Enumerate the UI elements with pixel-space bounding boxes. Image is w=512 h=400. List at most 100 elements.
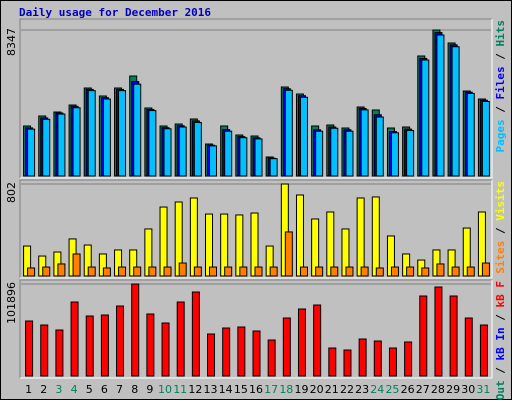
bar — [42, 118, 51, 177]
x-tick-label: 19 — [294, 383, 308, 396]
legend: Pages / Files / Hits — [494, 20, 507, 153]
x-tick-label: 22 — [340, 383, 354, 396]
bar — [436, 263, 445, 277]
bar — [191, 291, 200, 377]
bar — [481, 262, 490, 277]
legend: kB Out / kB In / kB F — [494, 281, 507, 400]
bar — [451, 46, 460, 177]
bar — [284, 231, 293, 277]
bar — [481, 100, 490, 177]
bar — [27, 128, 36, 177]
bar — [161, 322, 170, 377]
bar — [209, 266, 218, 277]
x-tick-label: 27 — [416, 383, 430, 396]
bar — [388, 347, 397, 377]
x-tick-label: 18 — [279, 383, 293, 396]
bar — [27, 267, 36, 277]
bar — [70, 301, 79, 377]
x-tick-label: 9 — [146, 383, 153, 396]
bar — [57, 113, 66, 177]
bar — [118, 90, 127, 177]
bar — [55, 329, 64, 377]
bar — [252, 330, 261, 377]
x-tick-label: 30 — [461, 383, 475, 396]
bar — [479, 324, 488, 377]
y-tick-label: 802 — [5, 182, 18, 203]
bar — [299, 266, 308, 277]
bar — [345, 130, 354, 177]
bar — [102, 98, 111, 177]
x-tick-label: 26 — [401, 383, 415, 396]
bar — [239, 137, 248, 177]
x-tick-label: 1 — [25, 383, 32, 396]
plot-frame — [20, 19, 493, 179]
plot-frame — [20, 280, 493, 379]
legend-separator: / — [494, 221, 507, 241]
bar — [163, 266, 172, 277]
legend-separator: / — [494, 308, 507, 328]
bar — [421, 59, 430, 177]
bar — [254, 138, 263, 177]
x-tick-label: 31 — [476, 383, 490, 396]
x-tick-label: 14 — [219, 383, 233, 396]
x-tick-label: 6 — [101, 383, 108, 396]
x-tick-label: 21 — [325, 383, 339, 396]
bar — [466, 266, 475, 277]
bar — [343, 349, 352, 377]
bar — [237, 326, 246, 377]
bar — [315, 130, 324, 177]
bar — [330, 127, 339, 177]
bar — [100, 314, 109, 377]
legend-label: Files — [494, 66, 507, 99]
legend-separator: / — [494, 100, 507, 120]
x-tick-label: 13 — [204, 383, 218, 396]
bar — [159, 206, 168, 277]
bar — [116, 305, 125, 377]
legend-label: kB In — [494, 327, 507, 360]
x-tick-label: 3 — [55, 383, 62, 396]
bar — [102, 267, 111, 277]
bar — [207, 333, 216, 377]
bar — [328, 347, 337, 377]
x-tick-label: 28 — [431, 383, 445, 396]
bar — [404, 341, 413, 377]
x-tick-label: 10 — [158, 383, 172, 396]
y-tick-label: 8347 — [5, 28, 18, 56]
x-tick-label: 25 — [385, 383, 399, 396]
bar — [419, 295, 428, 377]
bar — [254, 266, 263, 277]
bar — [326, 211, 335, 277]
bar — [42, 266, 51, 277]
bar — [72, 253, 81, 277]
x-tick-label: 29 — [446, 383, 460, 396]
bar — [390, 266, 399, 277]
x-tick-label: 17 — [264, 383, 278, 396]
bar — [451, 266, 460, 277]
bar — [85, 315, 94, 377]
bar — [25, 320, 34, 377]
bar — [57, 263, 66, 277]
bar — [434, 286, 443, 377]
bar — [87, 90, 96, 177]
bar — [360, 266, 369, 277]
x-tick-label: 4 — [71, 383, 78, 396]
bar — [239, 266, 248, 277]
bar — [295, 194, 304, 277]
x-tick-label: 2 — [40, 383, 47, 396]
legend: Sites / Visits — [494, 181, 507, 274]
bar — [178, 262, 187, 277]
bar — [267, 339, 276, 377]
x-tick-label: 7 — [116, 383, 123, 396]
bar — [193, 121, 202, 177]
bar — [133, 83, 142, 177]
bar — [406, 130, 415, 177]
x-tick-label: 24 — [370, 383, 384, 396]
bar — [421, 267, 430, 277]
bar — [358, 338, 367, 377]
legend-label: Pages — [494, 119, 507, 152]
bar — [193, 266, 202, 277]
x-tick-label: 23 — [355, 383, 369, 396]
bar — [371, 196, 380, 277]
